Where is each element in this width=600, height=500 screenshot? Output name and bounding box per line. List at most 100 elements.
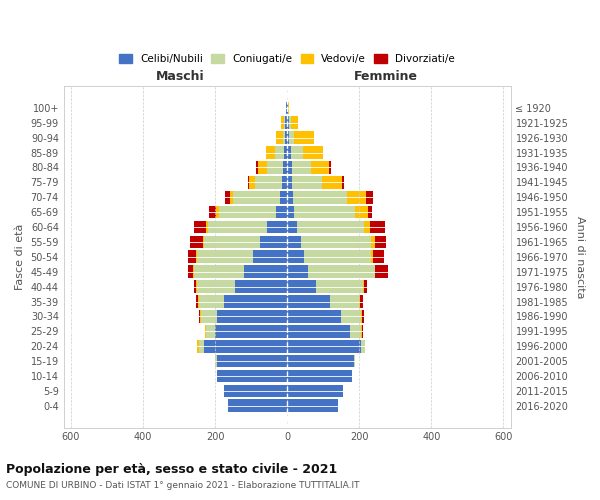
Text: Femmine: Femmine (353, 70, 418, 82)
Bar (190, 236, 203, 248)
Bar (197, 250, 253, 263)
Bar (266, 146, 275, 159)
Bar (291, 146, 304, 159)
Bar (225, 191, 230, 203)
Bar (250, 176, 255, 188)
Bar (370, 220, 385, 234)
Bar (244, 266, 287, 278)
Bar (188, 250, 196, 263)
Bar (287, 310, 341, 322)
Bar (209, 206, 216, 218)
Bar (287, 176, 292, 188)
Bar (293, 191, 347, 203)
Bar (287, 191, 293, 203)
Bar (217, 355, 287, 368)
Bar (287, 340, 361, 352)
Bar (287, 146, 291, 159)
Bar (293, 206, 355, 218)
Bar (205, 325, 206, 338)
Bar (287, 355, 354, 368)
Text: COMUNE DI URBINO - Dati ISTAT 1° gennaio 2021 - Elaborazione TUTTITALIA.IT: COMUNE DI URBINO - Dati ISTAT 1° gennaio… (6, 481, 359, 490)
Bar (203, 236, 205, 248)
Bar (304, 250, 371, 263)
Bar (316, 280, 363, 293)
Bar (208, 220, 268, 234)
Bar (281, 116, 284, 129)
Bar (341, 310, 361, 322)
Bar (260, 236, 287, 248)
Bar (287, 206, 293, 218)
Bar (283, 161, 287, 174)
Bar (371, 250, 373, 263)
Bar (228, 400, 287, 412)
Bar (292, 161, 311, 174)
Bar (354, 355, 355, 368)
Bar (367, 191, 373, 203)
Bar (199, 295, 224, 308)
Bar (255, 176, 282, 188)
Bar (289, 132, 295, 144)
Bar (364, 220, 370, 234)
Bar (248, 176, 250, 188)
Bar (217, 310, 287, 322)
Bar (364, 280, 367, 293)
Bar (199, 340, 205, 352)
Bar (287, 102, 288, 114)
Bar (297, 220, 364, 234)
Bar (363, 280, 364, 293)
Bar (235, 280, 287, 293)
Bar (200, 310, 201, 322)
Bar (287, 220, 297, 234)
Bar (257, 161, 266, 174)
Bar (355, 206, 368, 218)
Bar (287, 280, 316, 293)
Bar (233, 191, 280, 203)
Y-axis label: Fasce di età: Fasce di età (15, 224, 25, 290)
Bar (215, 355, 217, 368)
Bar (371, 236, 376, 248)
Text: Maschi: Maschi (155, 70, 204, 82)
Bar (361, 310, 362, 322)
Bar (347, 191, 367, 203)
Bar (280, 191, 287, 203)
Bar (268, 220, 287, 234)
Bar (287, 116, 289, 129)
Bar (287, 250, 304, 263)
Bar (217, 370, 287, 382)
Bar (276, 132, 283, 144)
Bar (286, 132, 287, 144)
Bar (199, 310, 200, 322)
Bar (287, 266, 308, 278)
Bar (275, 146, 284, 159)
Bar (286, 116, 287, 129)
Bar (277, 206, 287, 218)
Bar (373, 250, 384, 263)
Bar (284, 116, 286, 129)
Bar (194, 220, 206, 234)
Bar (287, 400, 338, 412)
Bar (342, 176, 344, 188)
Bar (194, 280, 196, 293)
Bar (304, 146, 323, 159)
Bar (360, 295, 363, 308)
Bar (230, 191, 233, 203)
Bar (287, 370, 352, 382)
Bar (301, 236, 371, 248)
Bar (282, 176, 287, 188)
Bar (295, 132, 314, 144)
Bar (308, 266, 375, 278)
Bar (322, 176, 342, 188)
Bar (287, 384, 343, 397)
Bar (329, 161, 331, 174)
Bar (291, 116, 298, 129)
Bar (206, 220, 208, 234)
Bar (289, 116, 291, 129)
Bar (198, 295, 199, 308)
Bar (331, 295, 359, 308)
Y-axis label: Anni di nascita: Anni di nascita (575, 216, 585, 298)
Bar (215, 325, 287, 338)
Bar (361, 340, 365, 352)
Bar (288, 102, 289, 114)
Bar (311, 161, 329, 174)
Bar (376, 236, 386, 248)
